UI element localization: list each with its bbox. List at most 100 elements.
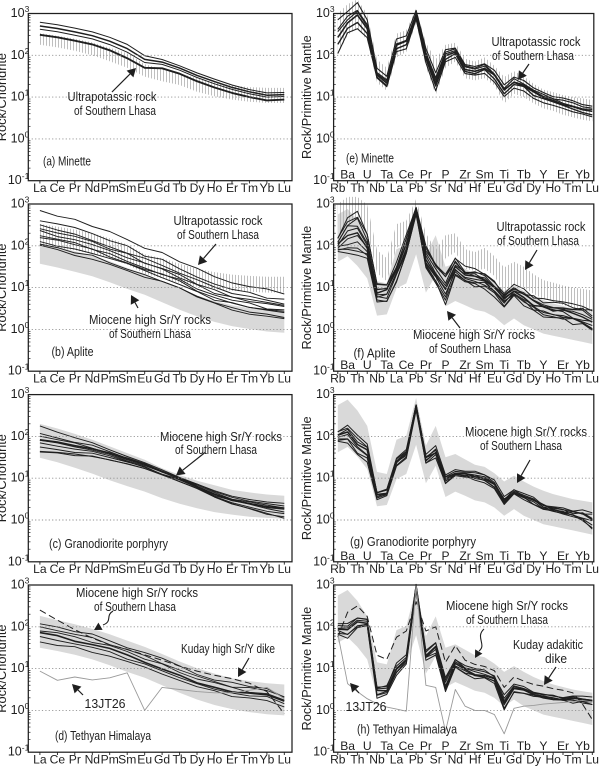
svg-text:Rock/Chondrite: Rock/Chondrite (0, 624, 9, 712)
svg-text:Tm: Tm (241, 181, 258, 195)
svg-text:Tb: Tb (173, 181, 187, 195)
svg-text:Yb: Yb (260, 562, 275, 576)
svg-text:Pb: Pb (409, 562, 424, 576)
svg-text:Lu: Lu (278, 181, 291, 195)
svg-text:Rock/Primitive Mantle: Rock/Primitive Mantle (299, 607, 314, 731)
svg-text:La: La (390, 372, 404, 386)
svg-text:Pb: Pb (409, 181, 424, 195)
svg-text:Nb: Nb (369, 372, 385, 386)
svg-text:La: La (33, 562, 47, 576)
svg-text:Rb: Rb (330, 181, 346, 195)
svg-text:Lu: Lu (278, 753, 291, 767)
svg-text:Eu: Eu (137, 753, 152, 767)
svg-text:Ce: Ce (399, 549, 415, 563)
svg-text:Er: Er (226, 181, 238, 195)
svg-text:Pr: Pr (69, 562, 81, 576)
svg-text:Eu: Eu (137, 181, 152, 195)
svg-text:Miocene high Sr/Y rocks: Miocene high Sr/Y rocks (76, 585, 198, 600)
svg-text:Tm: Tm (241, 562, 258, 576)
svg-text:(b) Aplite: (b) Aplite (52, 344, 94, 359)
svg-text:Pm: Pm (101, 181, 119, 195)
svg-text:Yb: Yb (260, 181, 275, 195)
svg-text:of Southern Lhasa: of Southern Lhasa (175, 442, 258, 457)
svg-text:P: P (441, 358, 449, 372)
svg-text:La: La (33, 753, 47, 767)
svg-text:Sm: Sm (118, 562, 136, 576)
svg-text:Eu: Eu (487, 753, 502, 767)
svg-text:Lu: Lu (278, 372, 291, 386)
svg-text:Rock/Chondrite: Rock/Chondrite (0, 243, 9, 331)
svg-text:Miocene high Sr/Y rocks: Miocene high Sr/Y rocks (446, 598, 568, 613)
svg-text:Eu: Eu (137, 372, 152, 386)
svg-text:Ho: Ho (207, 181, 223, 195)
svg-text:Gd: Gd (506, 181, 522, 195)
svg-text:Pr: Pr (69, 372, 81, 386)
svg-text:of Southern Lhasa: of Southern Lhasa (74, 103, 157, 118)
svg-text:Eu: Eu (137, 562, 152, 576)
svg-text:Yb: Yb (575, 168, 590, 182)
svg-text:Miocene high Sr/Y rocks: Miocene high Sr/Y rocks (465, 424, 587, 439)
svg-text:Yb: Yb (575, 358, 590, 372)
svg-text:Pr: Pr (420, 358, 432, 372)
svg-text:Pr: Pr (69, 181, 81, 195)
svg-text:U: U (363, 358, 372, 372)
svg-text:Yb: Yb (260, 753, 275, 767)
svg-text:Hf: Hf (469, 181, 482, 195)
svg-text:Gd: Gd (506, 372, 522, 386)
svg-text:Sm: Sm (118, 181, 136, 195)
svg-text:Ultrapotassic rock: Ultrapotassic rock (68, 89, 158, 104)
svg-text:Gd: Gd (506, 753, 522, 767)
svg-text:Zr: Zr (459, 168, 470, 182)
svg-text:Sr: Sr (430, 372, 442, 386)
svg-text:Dy: Dy (526, 562, 542, 576)
svg-text:Gd: Gd (154, 753, 170, 767)
svg-text:Zr: Zr (459, 739, 470, 753)
svg-text:Ba: Ba (340, 549, 355, 563)
svg-text:Lu: Lu (278, 562, 291, 576)
svg-text:Eu: Eu (487, 181, 502, 195)
svg-text:Nd: Nd (448, 181, 463, 195)
svg-text:U: U (363, 549, 372, 563)
svg-text:Pb: Pb (409, 753, 424, 767)
svg-text:Sm: Sm (476, 739, 494, 753)
svg-text:Rb: Rb (330, 372, 346, 386)
svg-text:Rock/Chondrite: Rock/Chondrite (0, 53, 9, 141)
svg-text:Eu: Eu (487, 372, 502, 386)
svg-text:Tm: Tm (564, 562, 581, 576)
svg-text:Nd: Nd (85, 372, 100, 386)
svg-text:Dy: Dy (190, 181, 206, 195)
svg-text:Tm: Tm (241, 372, 258, 386)
svg-text:Tm: Tm (564, 753, 581, 767)
svg-text:Ba: Ba (340, 739, 355, 753)
svg-text:Gd: Gd (506, 562, 522, 576)
svg-text:La: La (390, 181, 404, 195)
svg-text:Yb: Yb (575, 739, 590, 753)
svg-text:Sm: Sm (476, 549, 494, 563)
svg-text:of Southern Lhasa: of Southern Lhasa (492, 48, 575, 63)
svg-text:Tb: Tb (517, 739, 531, 753)
svg-text:of Southern Lhasa: of Southern Lhasa (480, 438, 563, 453)
svg-text:Ho: Ho (207, 753, 223, 767)
svg-text:P: P (441, 549, 449, 563)
svg-text:(e) Minette: (e) Minette (346, 151, 394, 166)
svg-text:(f) Aplite: (f) Aplite (354, 346, 396, 361)
svg-text:Pm: Pm (101, 562, 119, 576)
svg-text:Kuday high Sr/Y dike: Kuday high Sr/Y dike (181, 641, 275, 656)
svg-text:Pm: Pm (101, 753, 119, 767)
svg-text:La: La (390, 753, 404, 767)
svg-text:Rb: Rb (330, 753, 346, 767)
svg-text:Pb: Pb (409, 372, 424, 386)
svg-text:of Southern Lhasa: of Southern Lhasa (429, 341, 512, 356)
svg-text:Ho: Ho (545, 753, 561, 767)
svg-text:Y: Y (539, 739, 547, 753)
svg-text:Ce: Ce (399, 168, 415, 182)
svg-text:Lu: Lu (586, 753, 599, 767)
svg-text:Th: Th (350, 181, 364, 195)
svg-text:Miocene high Sr/Y rocks: Miocene high Sr/Y rocks (413, 327, 535, 342)
svg-text:Er: Er (226, 562, 238, 576)
svg-text:Tb: Tb (517, 168, 531, 182)
svg-text:Er: Er (557, 358, 569, 372)
svg-text:Tb: Tb (173, 372, 187, 386)
svg-text:Pr: Pr (420, 739, 432, 753)
svg-text:(d) Tethyan Himalaya: (d) Tethyan Himalaya (55, 728, 152, 743)
